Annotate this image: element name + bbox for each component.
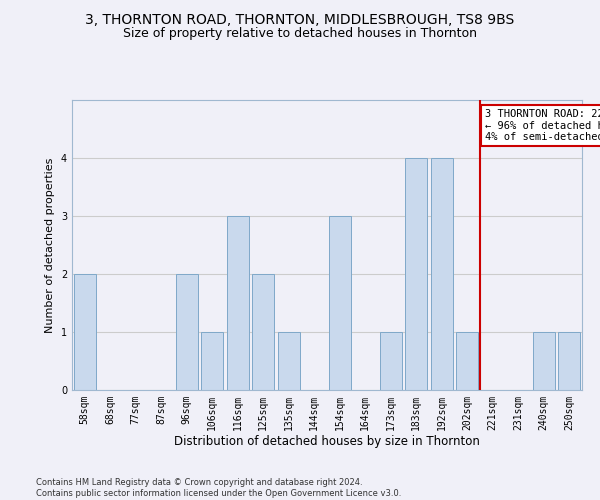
Bar xyxy=(278,332,299,390)
Text: Contains HM Land Registry data © Crown copyright and database right 2024.
Contai: Contains HM Land Registry data © Crown c… xyxy=(36,478,401,498)
Bar xyxy=(559,332,580,390)
Bar xyxy=(253,274,274,390)
Bar xyxy=(74,274,95,390)
Text: Size of property relative to detached houses in Thornton: Size of property relative to detached ho… xyxy=(123,28,477,40)
Y-axis label: Number of detached properties: Number of detached properties xyxy=(46,158,55,332)
Text: 3 THORNTON ROAD: 220sqm
← 96% of detached houses are smaller (25)
4% of semi-det: 3 THORNTON ROAD: 220sqm ← 96% of detache… xyxy=(485,108,600,142)
Text: Distribution of detached houses by size in Thornton: Distribution of detached houses by size … xyxy=(174,435,480,448)
Bar xyxy=(406,158,427,390)
Bar xyxy=(329,216,350,390)
Bar xyxy=(431,158,452,390)
Bar xyxy=(457,332,478,390)
Bar xyxy=(533,332,554,390)
Text: 3, THORNTON ROAD, THORNTON, MIDDLESBROUGH, TS8 9BS: 3, THORNTON ROAD, THORNTON, MIDDLESBROUG… xyxy=(85,12,515,26)
Bar xyxy=(176,274,197,390)
Bar xyxy=(202,332,223,390)
Bar xyxy=(227,216,248,390)
Bar xyxy=(380,332,401,390)
